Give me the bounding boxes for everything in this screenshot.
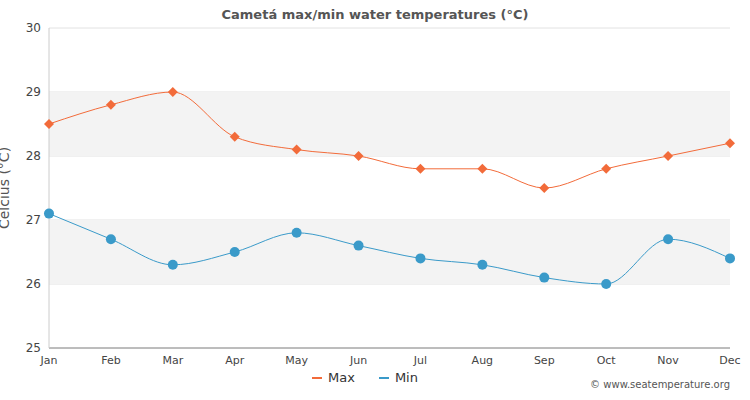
svg-text:28: 28 [26, 149, 41, 163]
html-text:Max: Max [328, 370, 355, 385]
svg-text:Dec: Dec [719, 354, 740, 367]
svg-text:May: May [285, 354, 308, 367]
svg-text:Nov: Nov [657, 354, 679, 367]
svg-text:Jul: Jul [413, 354, 427, 367]
svg-text:Celcius (°C): Celcius (°C) [0, 147, 12, 229]
svg-text:Aug: Aug [472, 354, 493, 367]
svg-text:25: 25 [26, 341, 41, 355]
svg-text:27: 27 [26, 213, 41, 227]
svg-text:Jun: Jun [349, 354, 367, 367]
svg-text:Jan: Jan [40, 354, 58, 367]
svg-text:Mar: Mar [162, 354, 183, 367]
html-text:Min: Min [394, 370, 418, 385]
svg-text:26: 26 [26, 277, 41, 291]
svg-text:30: 30 [26, 21, 41, 35]
svg-text:Feb: Feb [101, 354, 120, 367]
html-text:Cametá max/min water temperatu: Cametá max/min water temperatures (°C) [221, 7, 529, 22]
html-text:© www.seatemperature.org: © www.seatemperature.org [590, 379, 730, 390]
svg-text:Oct: Oct [597, 354, 617, 367]
svg-text:Sep: Sep [534, 354, 555, 367]
svg-text:Apr: Apr [225, 354, 245, 367]
svg-text:29: 29 [26, 85, 41, 99]
